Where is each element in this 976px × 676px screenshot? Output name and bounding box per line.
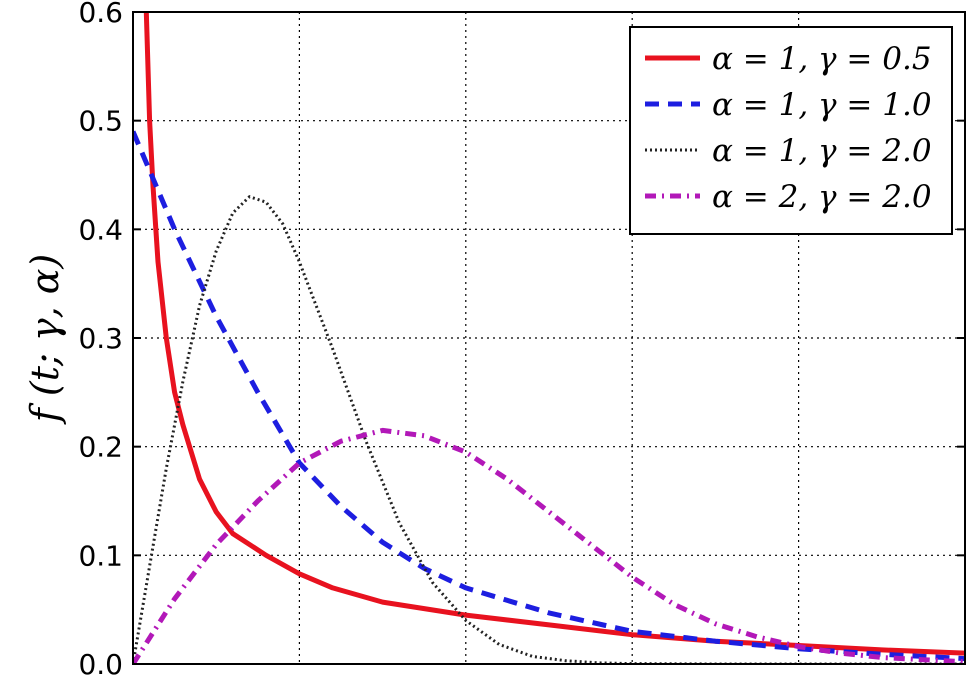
y-tick-label-6: 0.6 [78, 0, 123, 29]
legend-entry-2: α = 1, γ = 2.0 [712, 133, 932, 169]
y-tick-label-1: 0.1 [78, 539, 123, 572]
series-line-1 [133, 130, 965, 662]
y-tick-label-2: 0.2 [78, 431, 123, 464]
y-tick-label-0: 0.0 [78, 648, 123, 676]
legend-entry-1: α = 1, γ = 1.0 [712, 87, 932, 123]
y-ticks: 0.0 0.1 0.2 0.3 0.4 0.5 0.6 [78, 0, 965, 676]
y-tick-label-3: 0.3 [78, 322, 123, 355]
legend: α = 1, γ = 0.5 α = 1, γ = 1.0 α = 1, γ = 2… [629, 26, 953, 235]
series-line-3 [133, 427, 965, 664]
legend-entry-0: α = 1, γ = 0.5 [712, 41, 932, 77]
legend-box [629, 26, 953, 235]
series-line-2 [133, 195, 965, 664]
series-layer [133, 12, 965, 664]
y-tick-label-5: 0.5 [78, 105, 123, 138]
legend-entry-3: α = 2, γ = 2.0 [712, 179, 932, 215]
y-axis-label: f (t; γ, α) [23, 254, 67, 425]
y-tick-label-4: 0.4 [78, 213, 123, 246]
